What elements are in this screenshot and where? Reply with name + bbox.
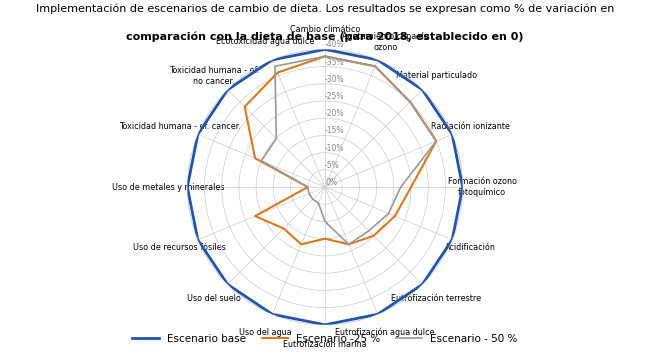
Legend: Escenario base, Escenario -25 %, Escenario - 50 %: Escenario base, Escenario -25 %, Escenar… [128, 329, 522, 348]
Text: Implementación de escenarios de cambio de dieta. Los resultados se expresan como: Implementación de escenarios de cambio d… [36, 4, 614, 14]
Text: comparación con la dieta de base (para 2018, establecido en 0): comparación con la dieta de base (para 2… [126, 32, 524, 42]
